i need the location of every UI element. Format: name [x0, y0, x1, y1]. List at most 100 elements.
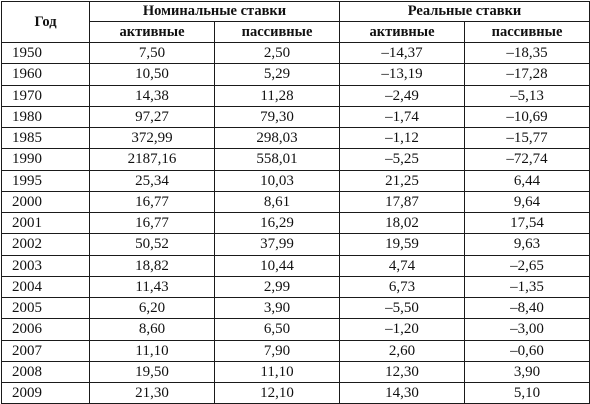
nominal-passive-cell: 12,10 — [214, 381, 340, 404]
year-cell: 2006 — [1, 318, 90, 341]
nominal-passive-cell: 37,99 — [214, 233, 340, 256]
nominal-active-cell: 7,50 — [89, 41, 215, 65]
nominal-passive-cell: 5,29 — [214, 63, 340, 86]
real-active-cell: –1,74 — [339, 105, 465, 129]
real-active-cell: –5,25 — [339, 148, 465, 171]
table-row: 1980 97,27 79,30 –1,74 –10,69 — [1, 105, 590, 129]
nominal-passive-cell: 16,29 — [214, 211, 340, 235]
year-cell: 2002 — [1, 233, 90, 256]
nominal-active-cell: 19,50 — [89, 360, 215, 384]
nominal-passive-cell: 2,99 — [214, 275, 340, 299]
nominal-passive-cell: 6,50 — [214, 318, 340, 341]
real-active-cell: –5,50 — [339, 296, 465, 320]
nominal-passive-cell: 3,90 — [214, 296, 340, 320]
real-passive-cell: 5,10 — [463, 381, 590, 404]
real-active-cell: 2,60 — [339, 339, 465, 362]
real-active-cell: 17,87 — [339, 190, 465, 214]
real-passive-cell: –0,60 — [463, 339, 590, 362]
nominal-active-header: активные — [89, 21, 215, 43]
real-passive-cell: –2,65 — [463, 254, 590, 277]
real-active-cell: 21,25 — [339, 169, 465, 192]
nominal-passive-cell: 10,44 — [214, 254, 340, 277]
year-cell: 2005 — [1, 296, 90, 320]
real-passive-cell: –15,77 — [463, 126, 590, 150]
nominal-active-cell: 16,77 — [89, 190, 215, 214]
real-passive-cell: 3,90 — [463, 360, 590, 384]
real-passive-cell: –8,40 — [463, 296, 590, 320]
real-active-cell: –1,20 — [339, 318, 465, 341]
nominal-active-cell: 25,34 — [89, 169, 215, 192]
year-cell: 1990 — [1, 148, 90, 171]
nominal-passive-cell: 298,03 — [214, 126, 340, 150]
nominal-active-cell: 16,77 — [89, 211, 215, 235]
year-cell: 2009 — [1, 381, 90, 404]
real-active-header: активные — [339, 21, 465, 43]
nominal-passive-cell: 11,28 — [214, 84, 340, 107]
nominal-active-cell: 2187,16 — [89, 148, 215, 171]
year-cell: 2008 — [1, 360, 90, 384]
nominal-active-cell: 10,50 — [89, 63, 215, 86]
table-row: 1995 25,34 10,03 21,25 6,44 — [1, 169, 590, 192]
real-active-cell: –14,37 — [339, 41, 465, 65]
table-row: 1970 14,38 11,28 –2,49 –5,13 — [1, 84, 590, 107]
real-active-cell: 12,30 — [339, 360, 465, 384]
table-row: 2009 21,30 12,10 14,30 5,10 — [1, 381, 590, 404]
year-cell: 1960 — [1, 63, 90, 86]
year-cell: 2003 — [1, 254, 90, 277]
real-passive-cell: 17,54 — [463, 211, 590, 235]
table-row: 2002 50,52 37,99 19,59 9,63 — [1, 233, 590, 256]
real-passive-cell: 6,44 — [463, 169, 590, 192]
real-active-cell: 14,30 — [339, 381, 465, 404]
year-cell: 2004 — [1, 275, 90, 299]
nominal-passive-cell: 79,30 — [214, 105, 340, 129]
real-passive-cell: 9,64 — [463, 190, 590, 214]
nominal-passive-cell: 2,50 — [214, 41, 340, 65]
nominal-active-cell: 14,38 — [89, 84, 215, 107]
table-row: 2004 11,43 2,99 6,73 –1,35 — [1, 275, 590, 299]
real-passive-cell: –72,74 — [463, 148, 590, 171]
real-passive-cell: –18,35 — [463, 41, 590, 65]
header-row-subcolumns: активные пассивные активные пассивные — [2, 21, 590, 43]
table-row: 1950 7,50 2,50 –14,37 –18,35 — [1, 41, 590, 65]
nominal-active-cell: 11,43 — [89, 275, 215, 299]
year-cell: 2000 — [1, 190, 90, 214]
real-active-cell: –2,49 — [339, 84, 465, 107]
real-passive-cell: –17,28 — [463, 63, 590, 86]
real-active-cell: –1,12 — [339, 126, 465, 150]
year-cell: 1980 — [1, 105, 90, 129]
real-active-cell: 18,02 — [339, 211, 465, 235]
nominal-passive-cell: 7,90 — [214, 339, 340, 362]
nominal-active-cell: 372,99 — [89, 126, 215, 150]
year-column-header: Год — [1, 1, 90, 43]
nominal-active-cell: 18,82 — [89, 254, 215, 277]
table-row: 2001 16,77 16,29 18,02 17,54 — [1, 211, 590, 235]
nominal-passive-cell: 10,03 — [214, 169, 340, 192]
real-active-cell: –13,19 — [339, 63, 465, 86]
year-cell: 1985 — [1, 126, 90, 150]
table-row: 2007 11,10 7,90 2,60 –0,60 — [1, 339, 590, 362]
table-row: 2006 8,60 6,50 –1,20 –3,00 — [1, 318, 590, 341]
real-active-cell: 19,59 — [339, 233, 465, 256]
year-cell: 2001 — [1, 211, 90, 235]
nominal-active-cell: 21,30 — [89, 381, 215, 404]
table-row: 2005 6,20 3,90 –5,50 –8,40 — [1, 296, 590, 320]
real-active-cell: 6,73 — [339, 275, 465, 299]
table-row: 2008 19,50 11,10 12,30 3,90 — [1, 360, 590, 384]
nominal-active-cell: 8,60 — [89, 318, 215, 341]
real-passive-header: пассивные — [463, 21, 590, 43]
nominal-active-cell: 50,52 — [89, 233, 215, 256]
header-row-groups: Год Номинальные ставки Реальные ставки — [1, 1, 590, 43]
table-row: 2003 18,82 10,44 4,74 –2,65 — [1, 254, 590, 277]
nominal-passive-cell: 8,61 — [214, 190, 340, 214]
real-rates-header: Реальные ставки — [338, 1, 590, 22]
year-cell: 2007 — [1, 339, 90, 362]
table-row: 2000 16,77 8,61 17,87 9,64 — [1, 190, 590, 214]
nominal-active-cell: 6,20 — [89, 296, 215, 320]
table-body: 1950 7,50 2,50 –14,37 –18,35 1960 10,50 5,29 –13… — [1, 41, 590, 404]
nominal-passive-header: пассивные — [214, 21, 340, 43]
nominal-active-cell: 11,10 — [89, 339, 215, 362]
real-passive-cell: –5,13 — [463, 84, 590, 107]
table-row: 1960 10,50 5,29 –13,19 –17,28 — [1, 63, 590, 86]
nominal-rates-header: Номинальные ставки — [89, 1, 340, 22]
